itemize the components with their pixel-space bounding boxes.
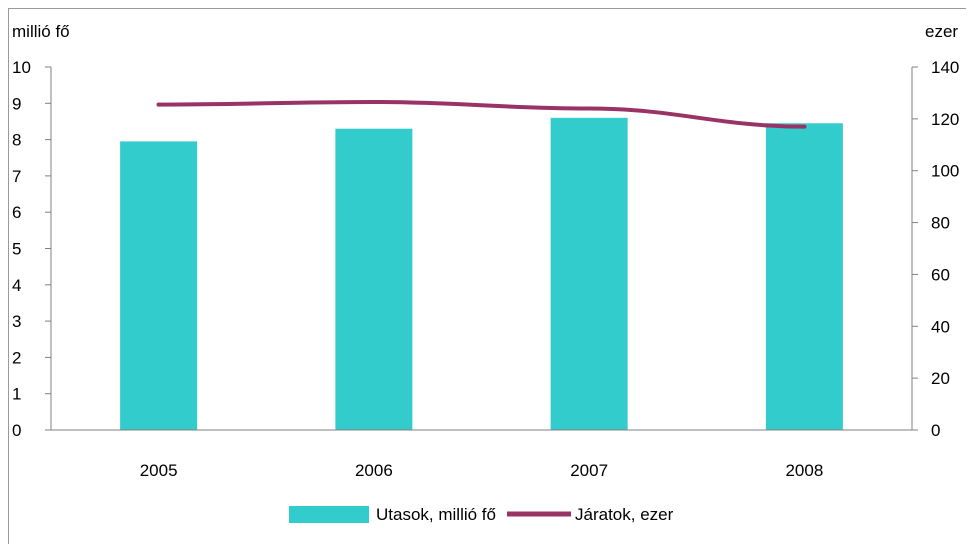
line-point-2005: [156, 102, 161, 107]
bar-2006: [335, 128, 413, 430]
right-tick-label: 60: [931, 265, 950, 284]
left-tick-label: 0: [12, 421, 21, 440]
legend-swatch-utasok: [289, 506, 369, 523]
right-tick-label: 140: [931, 58, 959, 77]
chart-frame: [8, 8, 966, 544]
left-tick-label: 10: [12, 58, 31, 77]
left-tick-label: 9: [12, 94, 21, 113]
left-tick-label: 1: [12, 385, 21, 404]
left-tick-label: 4: [12, 276, 21, 295]
left-tick-label: 2: [12, 348, 21, 367]
right-tick-label: 120: [931, 110, 959, 129]
left-tick-label: 8: [12, 131, 21, 150]
x-tick-label: 2007: [570, 461, 608, 480]
left-tick-label: 6: [12, 203, 21, 222]
bar-2008: [765, 123, 843, 430]
x-tick-label: 2006: [355, 461, 393, 480]
line-point-2007: [587, 106, 592, 111]
series-line-jaratok: [156, 100, 807, 129]
left-tick-label: 5: [12, 240, 21, 259]
legend: Utasok, millió fő Járatok, ezer: [289, 505, 674, 524]
left-tick-label: 3: [12, 312, 21, 331]
bar-2005: [120, 141, 198, 431]
left-axis-title: millió fő: [12, 22, 70, 41]
x-tick-label: 2008: [785, 461, 823, 480]
right-tick-label: 20: [931, 369, 950, 388]
right-tick-label: 0: [931, 421, 940, 440]
legend-label-jaratok: Járatok, ezer: [575, 505, 674, 524]
line-point-2006: [371, 100, 376, 105]
right-tick-label: 80: [931, 214, 950, 233]
line-point-2008: [802, 124, 807, 129]
bar-2007: [550, 117, 628, 430]
legend-label-utasok: Utasok, millió fő: [376, 505, 496, 524]
right-axis-title: ezer: [925, 22, 958, 41]
x-tick-label: 2005: [140, 461, 178, 480]
right-tick-label: 100: [931, 162, 959, 181]
right-tick-label: 40: [931, 317, 950, 336]
left-tick-label: 7: [12, 167, 21, 186]
